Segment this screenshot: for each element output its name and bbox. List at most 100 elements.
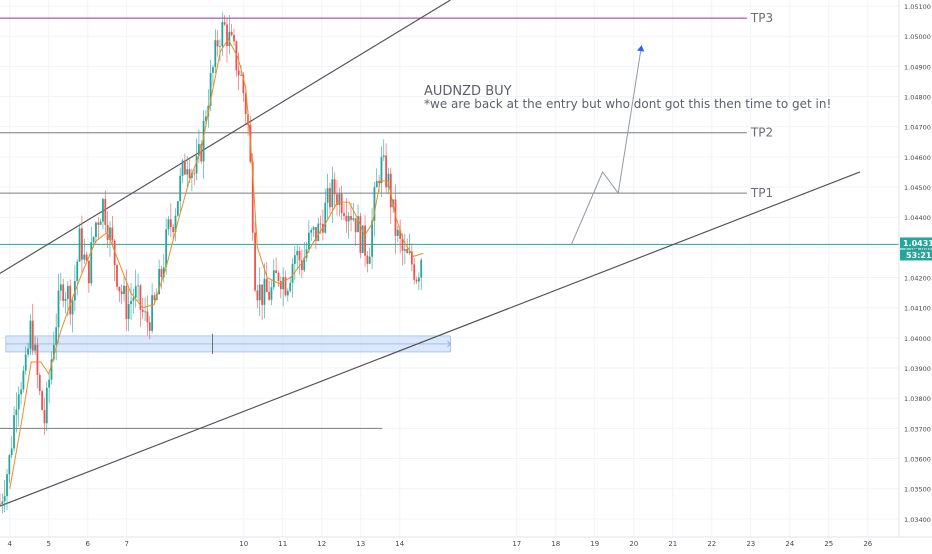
candle-body — [99, 221, 102, 225]
candle-body — [261, 284, 263, 305]
candles-layer — [0, 12, 423, 514]
price-tick-label: 1.04100 — [904, 305, 931, 313]
candle-body — [165, 229, 168, 268]
candle-body — [307, 232, 310, 250]
time-tick-label: 22 — [707, 540, 716, 548]
candle-body — [389, 173, 392, 208]
projection-layer — [570, 45, 645, 245]
time-tick-label: 18 — [551, 540, 560, 548]
support-zone-layer — [5, 333, 452, 354]
candle-body — [240, 74, 242, 76]
time-tick-label: 7 — [125, 540, 129, 548]
moving-average-line — [9, 38, 424, 489]
candle-body — [158, 268, 161, 295]
candle-body — [15, 409, 18, 416]
candle-body — [76, 261, 79, 281]
candle-body — [385, 155, 388, 188]
candle-body — [324, 202, 327, 233]
candle-body — [333, 179, 336, 195]
candle-body — [55, 327, 58, 345]
candle-body — [8, 455, 11, 475]
candle-body — [50, 359, 53, 380]
candle-body — [352, 218, 355, 220]
candle-body — [59, 284, 62, 291]
candle-body — [120, 291, 123, 295]
candle-body — [198, 144, 200, 156]
candle-body — [41, 391, 44, 410]
price-tick-label: 1.04900 — [904, 63, 931, 71]
time-tick-label: 13 — [356, 540, 365, 548]
candle-body — [174, 215, 177, 232]
countdown-tag — [900, 249, 932, 261]
candle-body — [179, 175, 182, 202]
candle-body — [188, 169, 191, 178]
candle-body — [242, 74, 245, 94]
candle-body — [237, 70, 240, 76]
candle-body — [263, 278, 266, 305]
candle-body — [34, 344, 37, 351]
candle-body — [45, 387, 48, 424]
candle-body — [382, 155, 385, 158]
candle-body — [22, 370, 25, 390]
candle-body — [368, 256, 371, 264]
candle-body — [387, 173, 390, 188]
support-zone-arrow — [447, 340, 452, 348]
annotation-title[interactable]: AUDNZD BUY — [424, 84, 512, 99]
candle-body — [172, 227, 175, 232]
candle-body — [272, 270, 275, 288]
candle-body — [310, 229, 313, 233]
candle-body — [329, 188, 331, 208]
candle-body — [319, 223, 322, 225]
candle-body — [251, 161, 254, 233]
candle-body — [0, 503, 1, 505]
candle-body — [134, 286, 137, 298]
candle-body — [95, 222, 97, 238]
candle-body — [169, 219, 172, 228]
candle-body — [38, 374, 41, 392]
candle-body — [300, 260, 303, 271]
candle-body — [361, 225, 364, 253]
time-tick-label: 19 — [590, 540, 599, 548]
candle-body — [176, 201, 179, 216]
level-lines-layer — [0, 17, 899, 429]
candle-body — [71, 300, 74, 315]
time-tick-label: 6 — [86, 540, 91, 548]
current-price-tag — [900, 237, 932, 249]
time-tick-label: 17 — [512, 540, 521, 548]
price-axis[interactable]: 1.05100 1.05000 1.04900 1.04800 1.04700 1.046… — [904, 3, 931, 524]
current-price-value: 1.04313 — [903, 239, 932, 248]
price-tag-layer: 1.04313 53:21 — [900, 237, 932, 261]
candle-body — [200, 144, 203, 162]
candle-body — [92, 237, 95, 243]
candle-body — [233, 34, 235, 42]
candle-body — [338, 193, 341, 206]
candle-body — [17, 394, 20, 410]
candle-body — [88, 260, 90, 284]
annotation-text[interactable]: *we are back at the entry but who dont g… — [424, 97, 831, 111]
price-tick-label: 1.05000 — [904, 33, 931, 41]
candle-body — [347, 216, 350, 222]
candle-body — [153, 295, 156, 301]
price-tick-label: 1.03500 — [904, 486, 931, 494]
time-axis[interactable]: 4 5 6 7 10 11 12 13 14 17 18 19 20 21 22 23 24 25 26 — [8, 540, 873, 548]
candle-body — [1, 501, 4, 505]
candle-body — [371, 220, 373, 257]
candle-body — [118, 286, 121, 292]
candle-body — [81, 228, 83, 260]
candle-body — [331, 179, 334, 208]
candle-body — [315, 227, 317, 241]
candle-body — [195, 155, 198, 174]
candle-body — [364, 225, 366, 256]
candle-body — [396, 229, 399, 236]
candle-body — [90, 242, 93, 284]
candle-body — [279, 281, 282, 290]
candle-body — [366, 255, 369, 264]
candle-body — [373, 187, 376, 221]
candle-body — [296, 250, 299, 256]
moving-average-layer — [9, 38, 424, 489]
candle-body — [417, 277, 420, 282]
candle-body — [104, 199, 107, 225]
candle-body — [221, 22, 224, 47]
